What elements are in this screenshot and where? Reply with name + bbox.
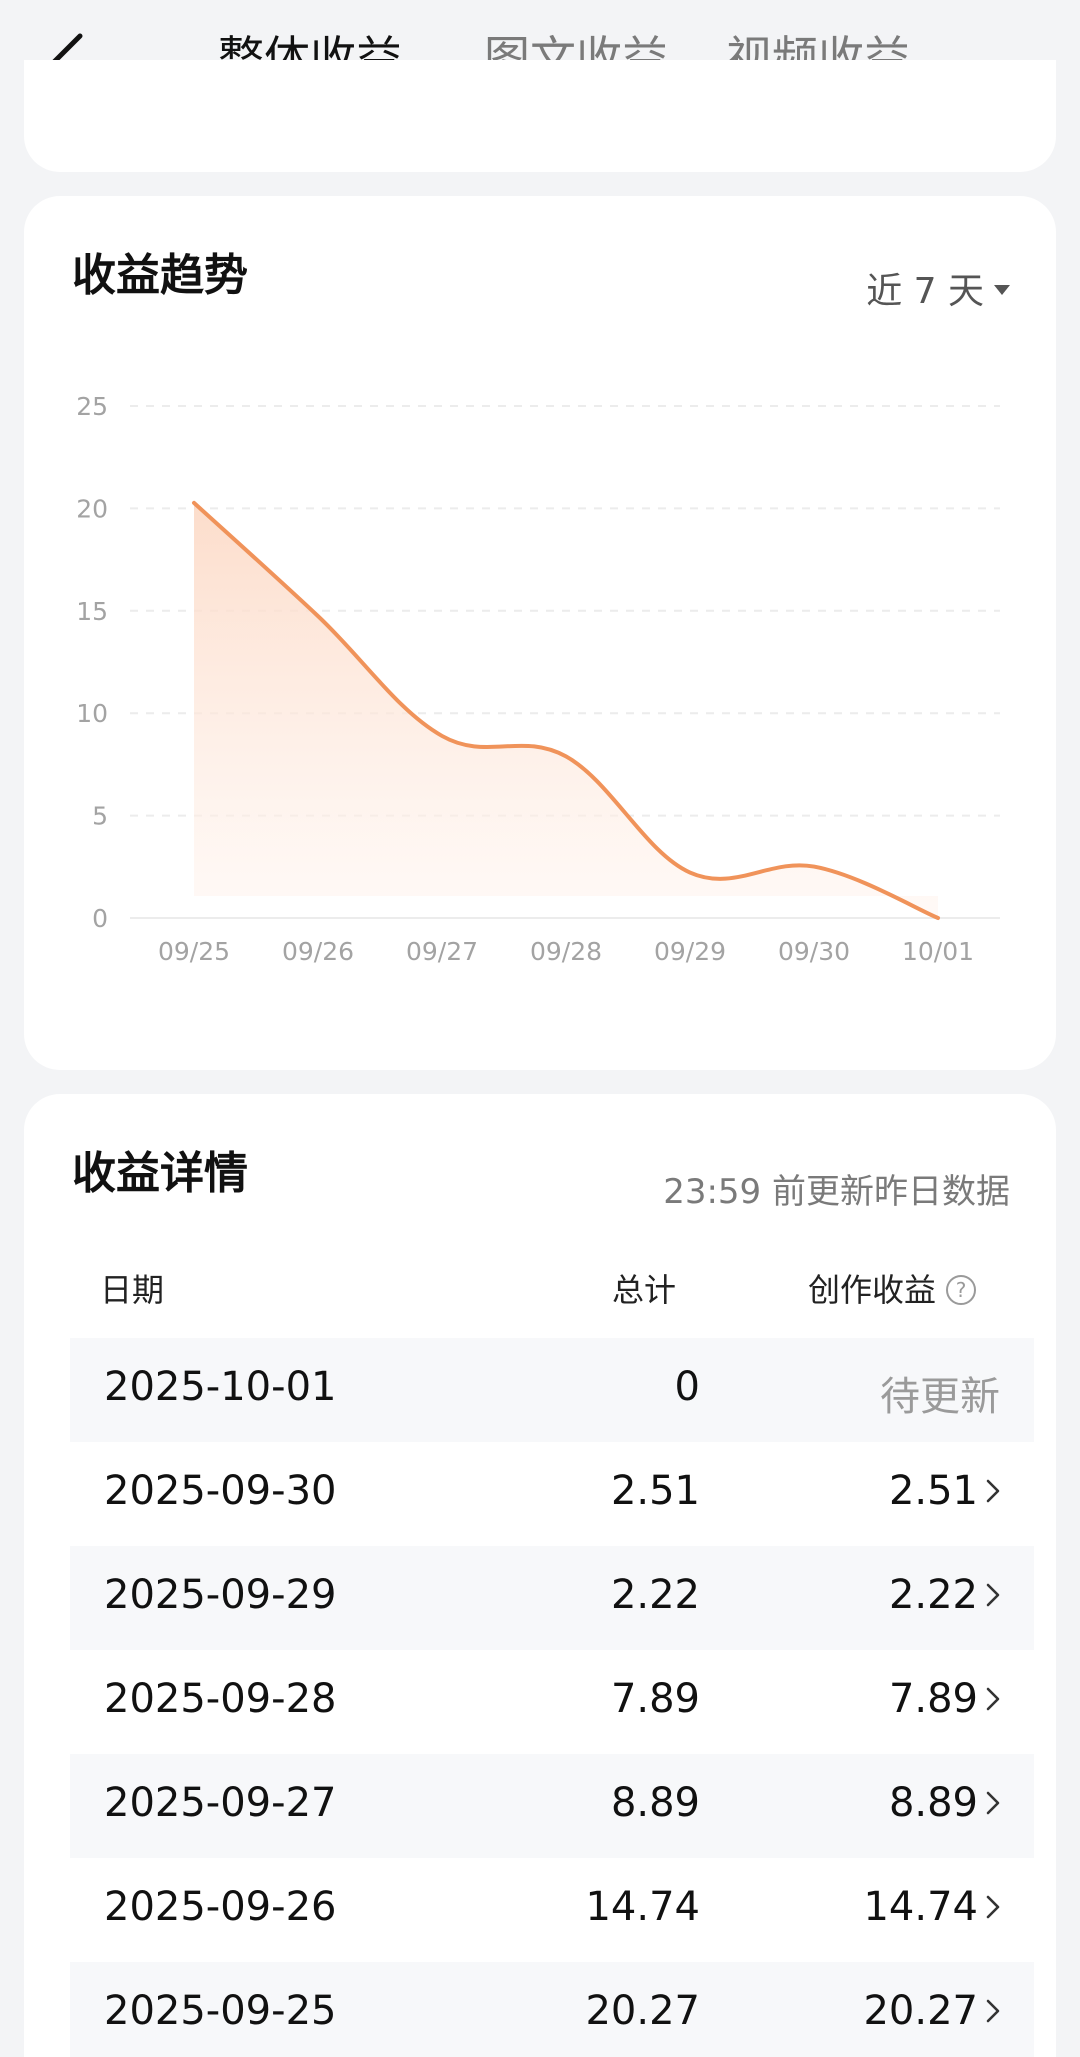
row-date: 2025-09-30 <box>104 1468 337 1514</box>
table-row[interactable]: 2025-09-28 7.89 7.89 <box>70 1650 1034 1754</box>
help-icon[interactable]: ? <box>946 1275 976 1305</box>
x-tick-label: 09/26 <box>282 937 354 966</box>
x-tick-label: 10/01 <box>902 937 974 966</box>
row-creation: 2.22 <box>889 1572 1000 1618</box>
table-row[interactable]: 2025-09-26 14.74 14.74 <box>70 1858 1034 1962</box>
update-note: 23:59 前更新昨日数据 <box>663 1172 1010 1212</box>
series-area <box>194 502 938 918</box>
y-tick-label: 15 <box>76 597 108 626</box>
row-date: 2025-09-25 <box>104 1988 337 2034</box>
row-total: 2.22 <box>610 1572 700 1618</box>
row-creation-value: 待更新 <box>880 1374 1000 1420</box>
x-tick-label: 09/27 <box>406 937 478 966</box>
table-row[interactable]: 2025-09-29 2.22 2.22 <box>70 1546 1034 1650</box>
row-total: 0 <box>674 1364 700 1410</box>
row-date: 2025-10-01 <box>104 1364 337 1410</box>
chevron-right-icon <box>986 1687 1000 1711</box>
row-creation-value: 7.89 <box>888 1676 978 1722</box>
x-tick-label: 09/29 <box>654 937 726 966</box>
row-date: 2025-09-28 <box>104 1676 337 1722</box>
column-header-date: 日期 <box>100 1271 165 1309</box>
row-date: 2025-09-27 <box>104 1780 337 1826</box>
column-header-creation-label: 创作收益 <box>807 1271 936 1309</box>
x-tick-label: 09/25 <box>158 937 230 966</box>
y-tick-label: 25 <box>76 392 108 421</box>
trend-chart: 0 5 10 15 20 25 09/25 09/26 09/27 09/28 09/29 09/30… <box>76 392 1000 966</box>
row-creation-value: 20.27 <box>863 1988 978 2034</box>
chevron-right-icon <box>986 1583 1000 1607</box>
row-creation: 20.27 <box>863 1988 1000 2034</box>
row-creation: 7.89 <box>889 1676 1000 1722</box>
row-creation-value: 2.22 <box>888 1572 978 1618</box>
summary-card-stub <box>24 60 1056 172</box>
trend-title: 收益趋势 <box>72 250 248 301</box>
row-date: 2025-09-26 <box>104 1884 337 1930</box>
chevron-right-icon <box>986 1999 1000 2023</box>
row-total: 7.89 <box>610 1676 700 1722</box>
range-dropdown[interactable]: 近 7 天 <box>866 262 1010 314</box>
caret-down-icon <box>994 285 1010 295</box>
row-creation: 14.74 <box>863 1884 1000 1930</box>
earnings-trend-card: 收益趋势 近 7 天 0 5 10 15 20 25 09/25 09/26 09/27 09/2… <box>24 196 1056 1070</box>
y-tick-label: 20 <box>76 494 108 523</box>
earnings-detail-card: 收益详情 23:59 前更新昨日数据 日期 总计 创作收益 ? 2025-10-… <box>24 1094 1056 2057</box>
table-row[interactable]: 2025-09-27 8.89 8.89 <box>70 1754 1034 1858</box>
table-row[interactable]: 2025-09-25 20.27 20.27 <box>70 1962 1034 2057</box>
chevron-right-icon <box>986 1479 1000 1503</box>
column-header-total: 总计 <box>611 1271 676 1309</box>
row-total: 14.74 <box>585 1884 700 1930</box>
row-creation-value: 14.74 <box>863 1884 978 1930</box>
table-row: 2025-10-01 0 待更新 <box>70 1338 1034 1442</box>
chevron-right-icon <box>986 1791 1000 1815</box>
range-label: 近 7 天 <box>866 271 984 312</box>
table-row[interactable]: 2025-09-30 2.51 2.51 <box>70 1442 1034 1546</box>
row-creation-value: 2.51 <box>888 1468 978 1514</box>
row-total: 20.27 <box>585 1988 700 2034</box>
row-creation: 8.89 <box>889 1780 1000 1826</box>
row-total: 2.51 <box>610 1468 700 1514</box>
row-date: 2025-09-29 <box>104 1572 337 1618</box>
row-total: 8.89 <box>610 1780 700 1826</box>
row-creation-value: 8.89 <box>888 1780 978 1826</box>
series-line <box>192 500 940 920</box>
row-creation: 待更新 <box>880 1364 1000 1422</box>
y-tick-label: 10 <box>76 699 108 728</box>
column-header-creation: 创作收益 ? <box>808 1268 976 1312</box>
earnings-table: 2025-10-01 0 待更新 2025-09-30 2.51 2.51 20… <box>70 1338 1034 2057</box>
row-creation: 2.51 <box>889 1468 1000 1514</box>
chevron-right-icon <box>986 1895 1000 1919</box>
detail-title: 收益详情 <box>72 1148 248 1199</box>
y-tick-label: 5 <box>92 802 108 831</box>
x-tick-label: 09/30 <box>778 937 850 966</box>
x-tick-label: 09/28 <box>530 937 602 966</box>
y-tick-label: 0 <box>92 904 108 933</box>
